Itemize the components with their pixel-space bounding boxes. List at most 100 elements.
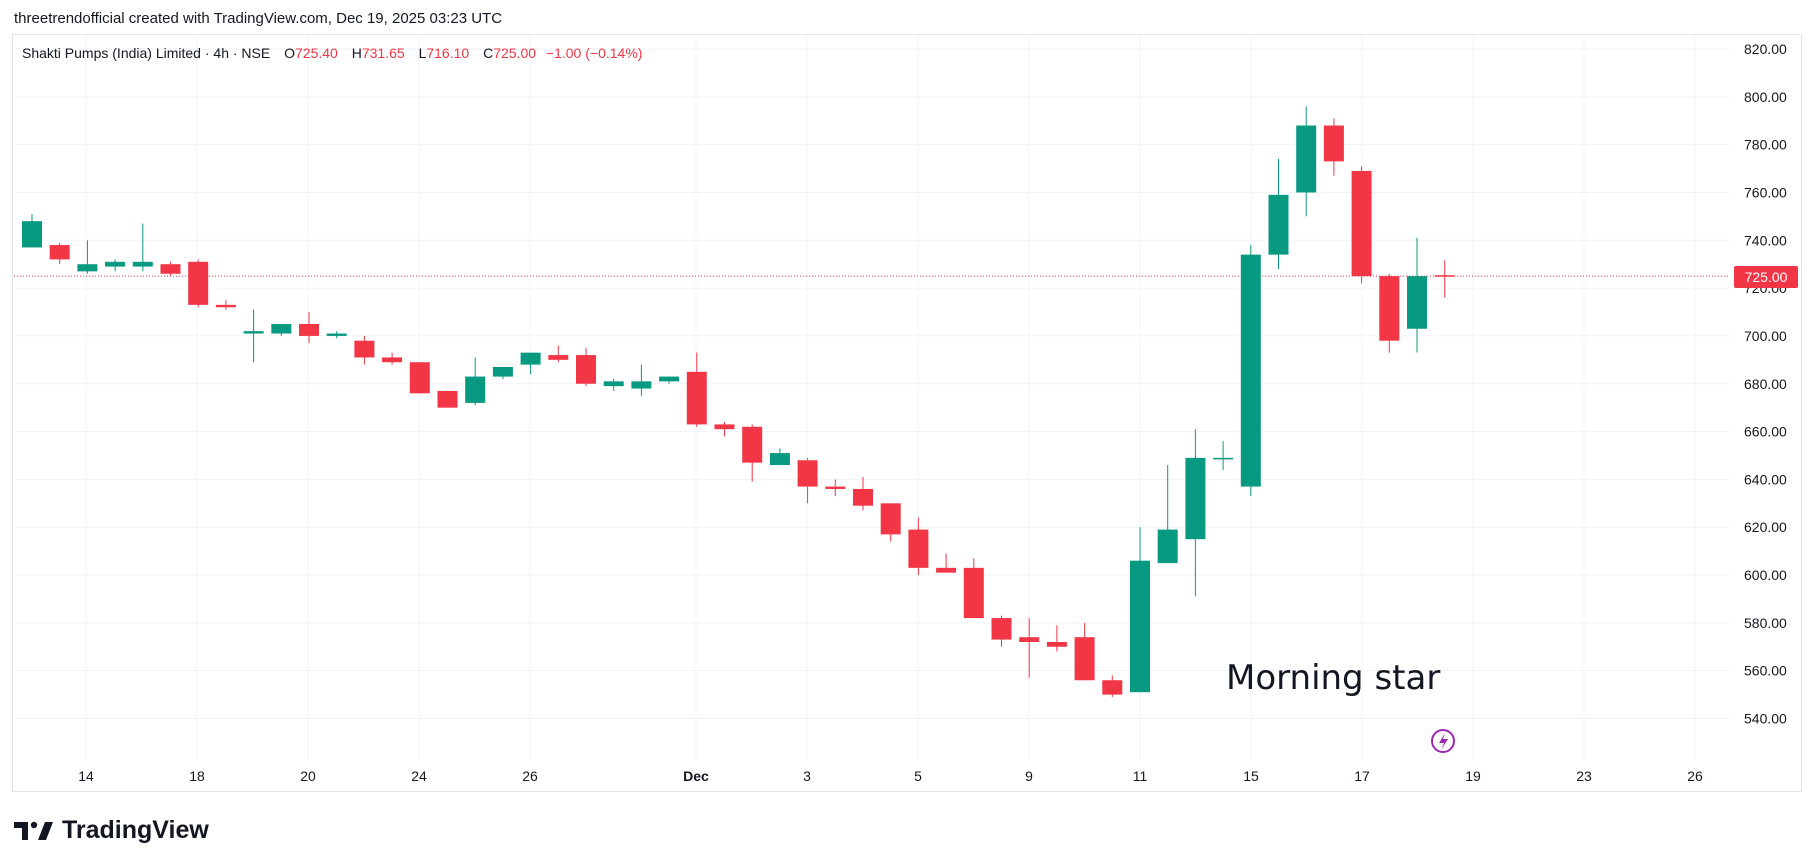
candle[interactable] bbox=[160, 261, 181, 277]
y-tick-label: 760.00 bbox=[1744, 184, 1787, 200]
candle-body bbox=[1379, 276, 1400, 341]
candle[interactable] bbox=[991, 615, 1012, 647]
chart-frame[interactable] bbox=[12, 34, 1802, 792]
candle-body bbox=[1268, 194, 1289, 255]
candle[interactable] bbox=[105, 259, 126, 272]
candle[interactable] bbox=[714, 422, 735, 437]
candle[interactable] bbox=[936, 553, 957, 573]
candle[interactable] bbox=[576, 347, 596, 387]
high-value: 731.65 bbox=[361, 45, 405, 61]
candle-body bbox=[603, 381, 624, 387]
candle[interactable] bbox=[1185, 429, 1206, 597]
candle-body bbox=[188, 261, 209, 305]
candle[interactable] bbox=[769, 448, 790, 466]
candle[interactable] bbox=[603, 378, 624, 391]
candle[interactable] bbox=[271, 323, 292, 336]
candle-body bbox=[1130, 560, 1150, 693]
candle[interactable] bbox=[437, 390, 458, 408]
candle[interactable] bbox=[1102, 675, 1123, 697]
candle-body bbox=[1240, 254, 1261, 487]
x-tick-label: 18 bbox=[189, 768, 205, 784]
grid-lines bbox=[14, 35, 1730, 760]
candle[interactable] bbox=[797, 457, 818, 504]
candle-body bbox=[382, 357, 403, 363]
candle[interactable] bbox=[1130, 527, 1150, 693]
candle[interactable] bbox=[299, 312, 319, 344]
x-tick-label: 26 bbox=[522, 768, 538, 784]
candle[interactable] bbox=[853, 477, 873, 511]
candle[interactable] bbox=[492, 367, 513, 379]
candle[interactable] bbox=[1379, 273, 1400, 353]
candle[interactable] bbox=[77, 240, 98, 274]
candle[interactable] bbox=[1046, 625, 1067, 652]
y-tick-label: 780.00 bbox=[1744, 137, 1787, 153]
candle[interactable] bbox=[354, 335, 375, 365]
x-tick-label: 23 bbox=[1576, 768, 1592, 784]
candle-body bbox=[492, 367, 513, 377]
y-tick-label: 680.00 bbox=[1744, 376, 1787, 392]
candle[interactable] bbox=[1019, 618, 1040, 678]
candle[interactable] bbox=[49, 242, 70, 265]
candle[interactable] bbox=[132, 223, 153, 272]
x-tick-label: 11 bbox=[1133, 768, 1148, 784]
candle-body bbox=[1019, 637, 1040, 642]
morning-star-annotation: Morning star bbox=[1226, 658, 1441, 698]
low-label: L bbox=[418, 45, 427, 61]
candle-body bbox=[299, 323, 319, 336]
lightning-icon bbox=[1431, 729, 1455, 753]
candle[interactable] bbox=[686, 352, 707, 427]
candle-body bbox=[825, 486, 846, 489]
candle[interactable] bbox=[1074, 622, 1095, 681]
symbol-info: Shakti Pumps (India) Limited · 4h · NSE bbox=[22, 45, 271, 61]
candle[interactable] bbox=[326, 331, 347, 339]
candle-body bbox=[1074, 637, 1095, 681]
candle[interactable] bbox=[215, 300, 236, 310]
candle-body bbox=[631, 381, 652, 389]
candle[interactable] bbox=[465, 357, 486, 406]
candle-body bbox=[742, 426, 763, 463]
candle[interactable] bbox=[243, 309, 264, 363]
candle[interactable] bbox=[1268, 158, 1289, 269]
candle-body bbox=[465, 376, 486, 403]
candle-body bbox=[49, 245, 70, 260]
candle[interactable] bbox=[1157, 465, 1178, 564]
x-tick-label: 20 bbox=[300, 768, 316, 784]
candle[interactable] bbox=[22, 213, 42, 248]
candle[interactable] bbox=[631, 364, 652, 396]
candle-body bbox=[1323, 125, 1344, 162]
candle-body bbox=[853, 488, 873, 506]
candle[interactable] bbox=[1351, 166, 1372, 284]
open-value: 725.40 bbox=[295, 45, 338, 61]
candle[interactable] bbox=[1240, 245, 1261, 497]
candles bbox=[22, 106, 1455, 697]
y-tick-label: 820.00 bbox=[1744, 41, 1787, 57]
candle-body bbox=[1157, 529, 1178, 564]
y-tick-label: 600.00 bbox=[1744, 567, 1787, 583]
candle[interactable] bbox=[908, 517, 929, 576]
candle-body bbox=[963, 567, 984, 619]
y-tick-label: 700.00 bbox=[1744, 328, 1787, 344]
candle-body bbox=[326, 333, 347, 336]
candle[interactable] bbox=[409, 362, 430, 394]
candle[interactable] bbox=[548, 345, 569, 363]
candle-body bbox=[271, 323, 292, 334]
price-change: −1.00 (−0.14%) bbox=[545, 45, 643, 61]
tradingview-branding[interactable]: TradingView bbox=[14, 816, 209, 845]
candle[interactable] bbox=[382, 352, 403, 365]
candle[interactable] bbox=[1407, 237, 1427, 353]
y-tick-label: 640.00 bbox=[1744, 471, 1787, 487]
candle[interactable] bbox=[880, 503, 901, 542]
candle[interactable] bbox=[659, 376, 680, 384]
candle[interactable] bbox=[963, 558, 984, 619]
candle[interactable] bbox=[742, 424, 763, 482]
high-label: H bbox=[351, 45, 362, 61]
candle[interactable] bbox=[188, 259, 209, 308]
x-tick-label: 3 bbox=[803, 768, 811, 784]
candle[interactable] bbox=[1296, 106, 1317, 217]
candle[interactable] bbox=[1323, 118, 1344, 176]
candle[interactable] bbox=[1434, 260, 1455, 298]
candle[interactable] bbox=[520, 352, 541, 375]
candle[interactable] bbox=[825, 479, 846, 497]
candle[interactable] bbox=[1213, 441, 1234, 470]
